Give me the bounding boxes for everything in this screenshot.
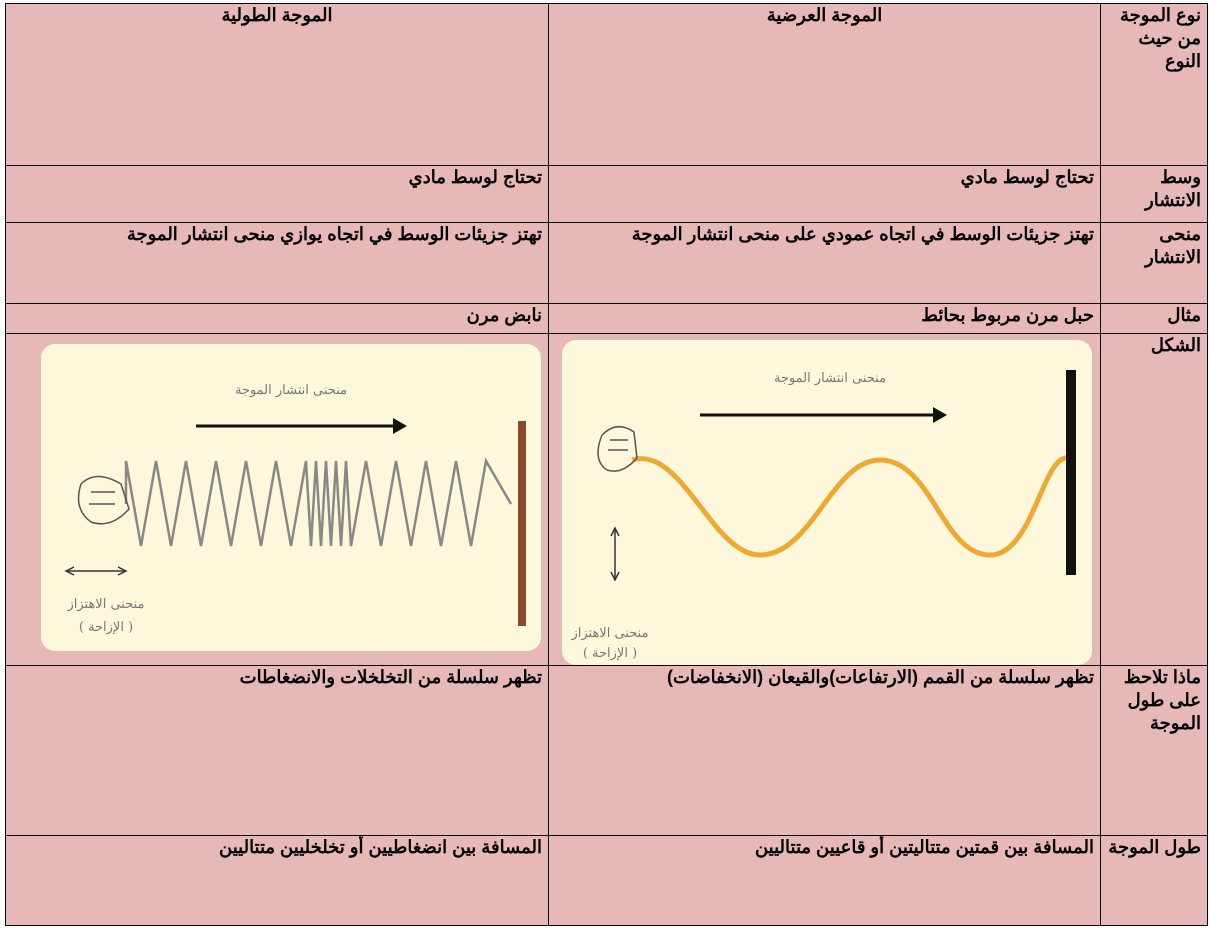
arrow-head <box>393 418 407 434</box>
spring <box>124 457 513 547</box>
cell: نابض مرن <box>5 303 549 334</box>
cell: تظهر سلسلة من التخلخلات والانضغاطات <box>5 665 549 836</box>
figure: منحنى انتشار الموجة منحنى الاهتزاز ( الإزا… <box>41 344 541 651</box>
cell: الموجة العرضية <box>548 3 1101 166</box>
cell: تهتز جزيئات الوسط في اتجاه عمودي على منح… <box>548 222 1101 304</box>
row-label-cell: الشكل <box>1100 333 1208 666</box>
vibration-label: منحنى الاهتزاز <box>66 597 144 612</box>
wall <box>518 421 526 626</box>
table-row: نوع الموجة من حيث النوع الموجة العرضية الم… <box>5 3 1208 166</box>
table-row: الشكل منحنى انتشار الموجة منحنى الاهتزاز ( … <box>5 333 1208 666</box>
arrow-head <box>933 407 947 423</box>
row-label-cell: ماذا تلاحظ على طول الموجة <box>1100 665 1208 836</box>
cell: تحتاج لوسط مادي <box>5 165 549 223</box>
comparison-table: نوع الموجة من حيث النوع الموجة العرضية الم… <box>5 3 1208 926</box>
hand <box>597 426 638 472</box>
wall <box>1066 370 1076 575</box>
displacement-label: ( الإزاحة ) <box>79 620 133 635</box>
arrow-tip <box>64 566 128 576</box>
propagation-label: منحنى انتشار الموجة <box>774 371 886 386</box>
figure-background <box>41 344 541 651</box>
table-row: منحى الانتشار تهتز جزيئات الوسط في اتجاه … <box>5 222 1208 304</box>
figure-cell: منحنى انتشار الموجة منحنى الاهتزاز ( الإزا… <box>548 333 1101 666</box>
table-row: وسط الانتشار تحتاج لوسط مادي تحتاج لوسط ما… <box>5 165 1208 223</box>
rope-wave <box>631 455 1067 558</box>
cell: تظهر سلسلة من القمم (الارتفاعات)والقيعان… <box>548 665 1101 836</box>
row-label-cell: وسط الانتشار <box>1100 165 1208 223</box>
table-row: طول الموجة المسافة بين قمتين متتاليتين أو… <box>5 835 1208 926</box>
figure-cell: منحنى انتشار الموجة منحنى الاهتزاز ( الإزا… <box>5 333 549 666</box>
displacement-label: ( الإزاحة ) <box>583 646 637 661</box>
vibration-label: منحنى الاهتزاز <box>570 626 648 641</box>
row-label-cell: مثال <box>1100 303 1208 334</box>
table-body: نوع الموجة من حيث النوع الموجة العرضية الم… <box>5 3 1208 926</box>
row-label-cell: نوع الموجة من حيث النوع <box>1100 3 1208 166</box>
row-label-cell: طول الموجة <box>1100 835 1208 926</box>
table-row: ماذا تلاحظ على طول الموجة تظهر سلسلة من ا… <box>5 665 1208 836</box>
arrow-tip <box>610 526 620 582</box>
figure: منحنى انتشار الموجة منحنى الاهتزاز ( الإزا… <box>562 340 1092 665</box>
propagation-label: منحنى انتشار الموجة <box>235 383 347 398</box>
cell: تحتاج لوسط مادي <box>548 165 1101 223</box>
row-label-cell: منحى الانتشار <box>1100 222 1208 304</box>
cell: المسافة بين قمتين متتاليتين أو قاعيين مت… <box>548 835 1101 926</box>
cell: الموجة الطولية <box>5 3 549 166</box>
cell: حبل مرن مربوط بحائط <box>548 303 1101 334</box>
cell: المسافة بين انضغاطيين أو تخلخليين متتالي… <box>5 835 549 926</box>
cell: تهتز جزيئات الوسط في اتجاه يوازي منحى ان… <box>5 222 549 304</box>
hand <box>77 475 130 525</box>
table-row: مثال حبل مرن مربوط بحائط نابض مرن <box>5 303 1208 334</box>
